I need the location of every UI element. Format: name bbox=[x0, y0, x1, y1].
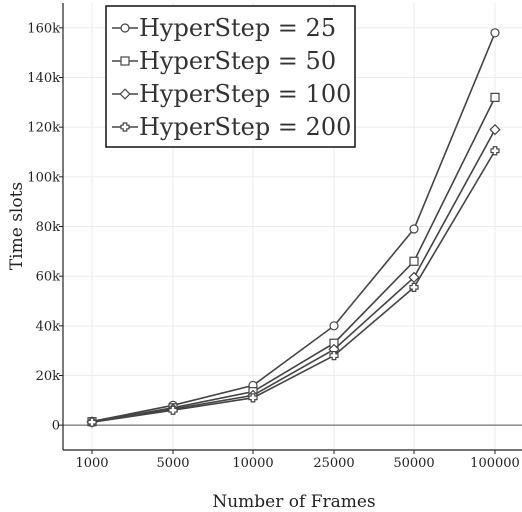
x-tick-label: 1000 bbox=[75, 456, 108, 471]
y-tick-label: 60k bbox=[36, 270, 61, 285]
legend-marker bbox=[120, 23, 130, 33]
y-tick-label: 120k bbox=[27, 121, 60, 136]
legend-marker bbox=[120, 56, 130, 66]
x-tick-label: 10000 bbox=[232, 456, 273, 471]
data-point bbox=[248, 393, 258, 403]
y-tick-label: 100k bbox=[27, 170, 60, 185]
legend-marker bbox=[120, 122, 130, 132]
y-tick-label: 40k bbox=[36, 319, 61, 334]
data-point bbox=[329, 321, 339, 331]
data-point bbox=[490, 146, 500, 156]
legend-box bbox=[105, 5, 356, 148]
x-tick-label: 5000 bbox=[156, 456, 189, 471]
y-tick-label: 160k bbox=[27, 21, 60, 36]
data-point bbox=[409, 224, 419, 234]
legend-marker bbox=[119, 88, 131, 100]
data-point bbox=[87, 417, 97, 427]
data-point bbox=[409, 282, 419, 292]
data-point bbox=[490, 28, 500, 38]
series-line bbox=[91, 129, 496, 423]
y-axis-label: Time slots bbox=[7, 182, 27, 270]
y-tick-label: 0 bbox=[52, 419, 60, 434]
x-axis-label: Number of Frames bbox=[212, 492, 375, 512]
legend: HyperStep = 25 HyperStep = 50 HyperStep = … bbox=[105, 5, 356, 148]
data-point bbox=[489, 124, 501, 136]
y-tick-label: 80k bbox=[36, 220, 61, 235]
data-point bbox=[408, 271, 420, 284]
legend-label: HyperStep = 100 bbox=[139, 80, 351, 108]
y-tick-label: 20k bbox=[36, 369, 61, 384]
axes: 0 20k 40k 60k 80k 100k 120k 140k 160k 1000 5000 100… bbox=[27, 3, 522, 471]
data-point bbox=[490, 92, 500, 102]
x-tick-label: 50000 bbox=[393, 456, 434, 471]
legend-label: HyperStep = 25 bbox=[139, 14, 336, 42]
x-tick-label: 25000 bbox=[313, 456, 354, 471]
legend-label: HyperStep = 200 bbox=[139, 113, 351, 141]
series-line bbox=[91, 32, 496, 423]
data-point bbox=[329, 351, 339, 361]
x-tick-label: 100000 bbox=[470, 456, 520, 471]
series-plus bbox=[87, 146, 500, 427]
series-line bbox=[91, 97, 496, 423]
y-tick-label: 140k bbox=[27, 71, 60, 86]
data-point bbox=[168, 405, 178, 415]
legend-label: HyperStep = 50 bbox=[139, 47, 336, 75]
series-group bbox=[86, 28, 501, 428]
data-point bbox=[409, 256, 419, 266]
series-line bbox=[91, 150, 496, 423]
